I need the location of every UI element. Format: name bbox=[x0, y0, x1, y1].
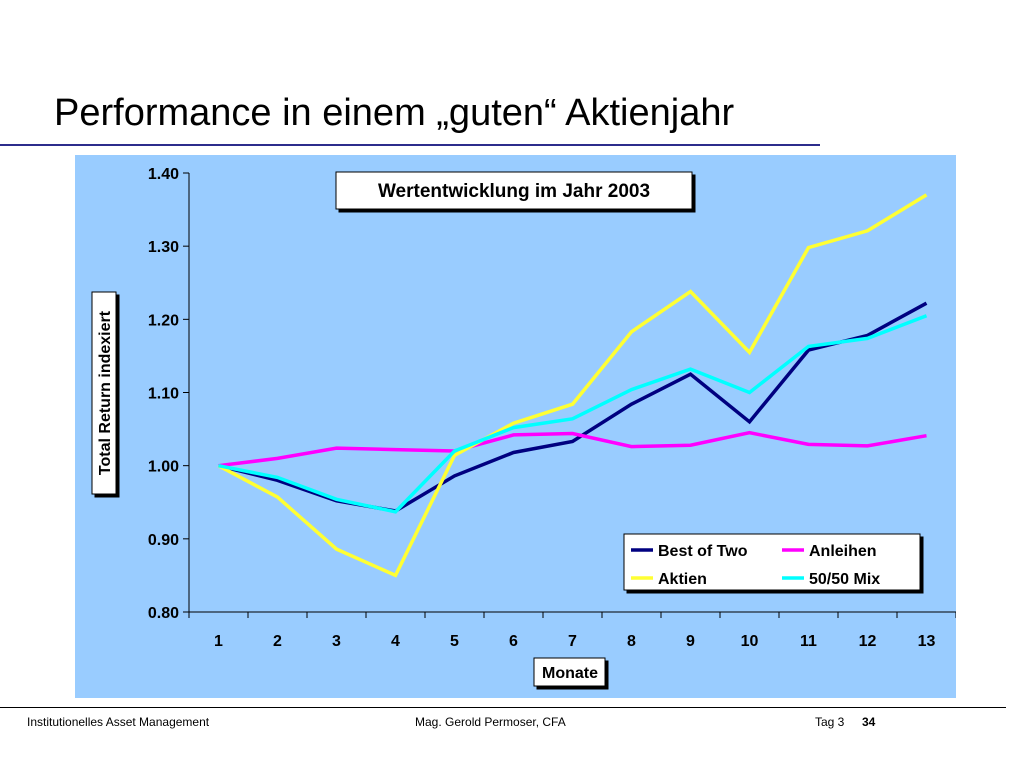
x-tick-label: 12 bbox=[859, 633, 877, 650]
x-tick-label: 13 bbox=[918, 633, 936, 650]
chart-series bbox=[217, 193, 928, 578]
x-tick-label: 7 bbox=[568, 633, 577, 650]
x-tick-label: 10 bbox=[741, 633, 759, 650]
legend-label-aktien: Aktien bbox=[658, 571, 707, 588]
x-tick-label: 2 bbox=[273, 633, 282, 650]
x-tick-label: 3 bbox=[332, 633, 341, 650]
y-tick-label: 0.90 bbox=[148, 532, 179, 549]
series-line-best-of-two bbox=[218, 301, 928, 513]
series-line-50-50-mix bbox=[218, 314, 928, 514]
legend: Best of Two Anleihen Aktien 50/50 Mix bbox=[623, 533, 921, 591]
x-axis-label-box: Monate bbox=[533, 657, 606, 687]
y-tick-label: 1.20 bbox=[148, 312, 179, 329]
title-underline bbox=[0, 144, 820, 146]
slide-title: Performance in einem „guten“ Aktienjahr bbox=[54, 92, 735, 134]
x-axis-label: Monate bbox=[542, 665, 598, 682]
legend-label-best-of-two: Best of Two bbox=[658, 543, 748, 560]
x-tick-label: 9 bbox=[686, 633, 695, 650]
chart-area: 0.80 0.90 1.00 1.10 1.20 1.30 1.40 1 2 3 4 5 6 7 8 9 10 1… bbox=[75, 155, 957, 698]
footer-day: Tag 3 bbox=[815, 715, 845, 729]
y-tick-label: 1.40 bbox=[148, 166, 179, 183]
chart-title: Wertentwicklung im Jahr 2003 bbox=[378, 181, 650, 202]
y-tick-label: 1.10 bbox=[148, 386, 179, 403]
series-line-aktien bbox=[217, 193, 928, 578]
footer-page-number: 34 bbox=[862, 715, 876, 729]
y-axis-label: Total Return indexiert bbox=[97, 310, 114, 475]
x-tick-label: 1 bbox=[214, 633, 223, 650]
legend-label-anleihen: Anleihen bbox=[809, 543, 877, 560]
y-tick-label: 1.00 bbox=[148, 459, 179, 476]
footer-divider bbox=[0, 707, 1006, 708]
chart-title-box: Wertentwicklung im Jahr 2003 bbox=[335, 171, 693, 210]
legend-label-50-50-mix: 50/50 Mix bbox=[809, 571, 880, 588]
y-tick-label: 1.30 bbox=[148, 239, 179, 256]
series-line-anleihen bbox=[218, 430, 927, 468]
x-tick-label: 6 bbox=[509, 633, 518, 650]
line-chart: 0.800.901.001.101.201.301.401 2 3 4 5 6 7 8 9 10 1… bbox=[91, 166, 957, 687]
x-tick-label: 11 bbox=[800, 633, 817, 650]
x-tick-label: 5 bbox=[450, 633, 459, 650]
x-tick-label: 8 bbox=[627, 633, 636, 650]
footer-course-name: Institutionelles Asset Management bbox=[27, 715, 210, 729]
y-axis-label-box: Total Return indexiert bbox=[91, 291, 117, 495]
footer-author: Mag. Gerold Permoser, CFA bbox=[415, 715, 566, 729]
x-tick-label: 4 bbox=[391, 633, 400, 650]
y-tick-label: 0.80 bbox=[148, 605, 179, 622]
chart-axes: 0.800.901.001.101.201.301.401 2 3 4 5 6 7 8 9 10 1… bbox=[148, 166, 957, 650]
